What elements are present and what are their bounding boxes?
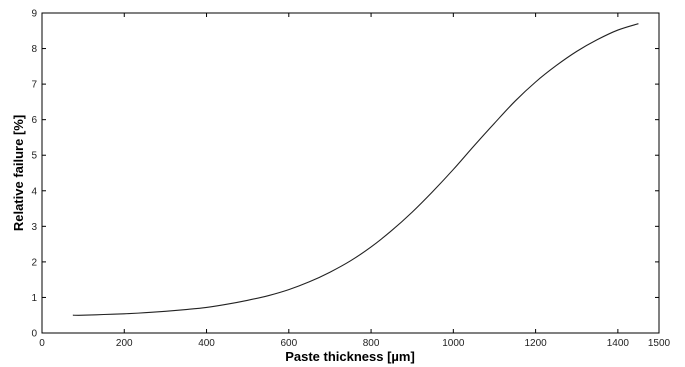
- plot-area: [41, 12, 660, 334]
- y-axis-title: Relative failure [%]: [11, 115, 26, 231]
- y-tick-label-7: 7: [31, 80, 37, 91]
- x-tick-label-6: 1200: [524, 338, 547, 349]
- y-tick-label-5: 5: [31, 151, 37, 162]
- y-tick-label-4: 4: [31, 186, 37, 197]
- y-axis-ticks: 0 1 2 3 4 5 6 7 8 9: [31, 9, 659, 340]
- x-tick-label-4: 800: [363, 338, 380, 349]
- y-tick-label-8: 8: [31, 44, 37, 55]
- y-tick-label-0: 0: [31, 329, 37, 340]
- y-tick-label-3: 3: [31, 222, 37, 233]
- x-axis-title: Paste thickness [µm]: [285, 349, 415, 364]
- x-tick-label-3: 600: [280, 338, 297, 349]
- x-axis-ticks: 0 200 400 600 800 1000 1200 1400 1500: [39, 13, 671, 349]
- y-tick-label-1: 1: [31, 293, 37, 304]
- series-line: [72, 23, 639, 316]
- x-tick-label-0: 0: [39, 338, 45, 349]
- y-tick-label-6: 6: [31, 115, 37, 126]
- x-tick-label-7: 1400: [607, 338, 630, 349]
- x-tick-label-5: 1000: [442, 338, 465, 349]
- x-tick-label-8: 1500: [648, 338, 671, 349]
- y-tick-label-2: 2: [31, 257, 37, 268]
- x-tick-label-2: 400: [198, 338, 215, 349]
- y-tick-label-9: 9: [31, 9, 37, 20]
- x-tick-label-1: 200: [116, 338, 133, 349]
